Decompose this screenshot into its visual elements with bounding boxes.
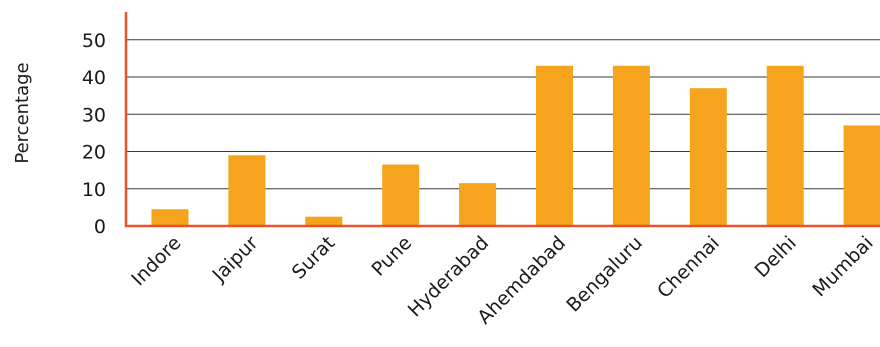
bar-jaipur: [228, 155, 266, 226]
x-tick-label: Delhi: [751, 232, 801, 282]
x-tick-label: Mumbai: [808, 232, 877, 301]
x-tick-label: Indore: [127, 232, 185, 290]
y-tick-label: 30: [82, 104, 106, 126]
y-axis-title: Percentage: [12, 62, 33, 163]
bar-chennai: [689, 88, 727, 226]
bar-mumbai: [843, 125, 880, 226]
bar-delhi: [766, 65, 804, 226]
y-tick-label: 0: [94, 216, 106, 238]
y-tick-label: 50: [82, 30, 106, 52]
y-tick-labels: 0 10 20 30 40 50: [82, 30, 106, 238]
x-tick-label: Chennai: [653, 232, 724, 303]
bar-ahemdabad: [536, 65, 573, 226]
x-tick-label: Pune: [368, 232, 417, 281]
bars: [151, 65, 880, 226]
bar-surat: [305, 216, 343, 226]
y-tick-label: 20: [82, 142, 106, 164]
bar-indore: [151, 209, 189, 226]
bar-bengaluru: [612, 65, 650, 226]
y-tick-label: 40: [82, 67, 106, 89]
x-tick-label: Surat: [288, 232, 340, 284]
gridlines: [126, 39, 880, 190]
bar-pune: [382, 164, 420, 226]
y-tick-label: 10: [82, 179, 106, 201]
x-tick-label: Bengaluru: [562, 232, 647, 317]
x-tick-label: Jaipur: [208, 232, 263, 287]
bar-hyderabad: [459, 183, 497, 226]
axes: [124, 12, 880, 228]
x-tick-labels: Indore Jaipur Surat PuneHyderabadAhemdabadB…: [127, 232, 877, 329]
